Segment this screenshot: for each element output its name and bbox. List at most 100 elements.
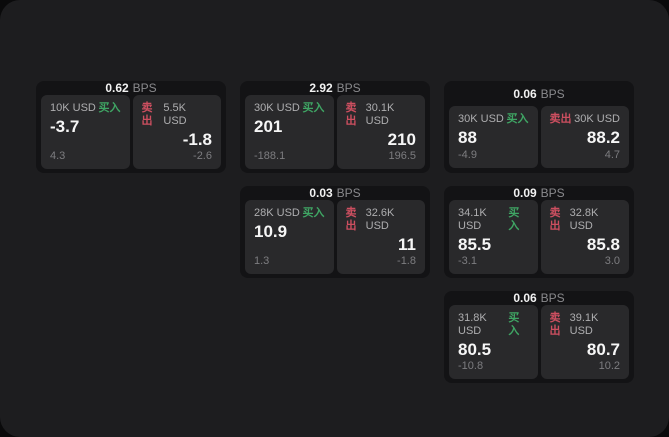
sell-notional-label: 5.5K USD	[163, 102, 187, 127]
sell-price: 80.7	[586, 340, 620, 359]
buy-price: 80.5	[458, 340, 492, 359]
bps-header: 0.62 BPS	[41, 81, 221, 95]
buy-labels-row: 34.1K USD 买入	[458, 207, 529, 233]
buy-labels-row: 10K USD 买入	[50, 102, 121, 115]
sell-notional-label: 39.1K USD	[569, 312, 599, 337]
quote-card: 0.06 BPS 31.8K USD 买入 80.5 -10.8 卖出 39.1…	[444, 291, 634, 383]
sell-labels-row: 卖出 30K USD	[550, 113, 621, 126]
buy-quote-panel[interactable]: 10K USD 买入 -3.7 4.3	[41, 95, 130, 169]
sell-labels-row: 卖出 32.6K USD	[346, 207, 417, 233]
sell-secondary-value: -1.8	[397, 255, 416, 267]
quotes-grid: 0.62 BPS 10K USD 买入 -3.7 4.3 卖出 5.5K USD…	[36, 81, 634, 383]
buy-side-label: 买入	[302, 102, 325, 114]
sell-notional-label: 32.6K USD	[365, 207, 395, 232]
sell-notional-label: 30K USD	[574, 113, 620, 125]
bps-header: 0.03 BPS	[245, 186, 425, 200]
buy-price: 201	[254, 117, 283, 136]
buy-labels-row: 30K USD 买入	[254, 102, 325, 115]
quote-panels: 30K USD 买入 201 -188.1 卖出 30.1K USD 210 1…	[245, 95, 425, 169]
bps-header: 0.09 BPS	[449, 186, 629, 200]
sell-side-label: 卖出	[345, 102, 357, 127]
sell-price: 85.8	[586, 235, 620, 254]
buy-secondary-value: -10.8	[458, 360, 484, 372]
sell-secondary-value: 196.5	[388, 150, 416, 162]
buy-notional-label: 30K USD	[458, 113, 504, 125]
buy-secondary-value: -3.1	[458, 255, 477, 267]
bps-header: 2.92 BPS	[245, 81, 425, 95]
bps-value: 0.62	[105, 81, 129, 95]
bps-header: 0.06 BPS	[449, 291, 629, 305]
sell-labels-row: 卖出 39.1K USD	[550, 312, 621, 338]
buy-quote-panel[interactable]: 30K USD 买入 201 -188.1	[245, 95, 334, 169]
buy-side-label: 买入	[508, 312, 520, 337]
buy-quote-panel[interactable]: 28K USD 买入 10.9 1.3	[245, 200, 334, 274]
buy-notional-label: 28K USD	[254, 207, 300, 219]
buy-quote-panel[interactable]: 31.8K USD 买入 80.5 -10.8	[449, 305, 538, 379]
quote-panels: 10K USD 买入 -3.7 4.3 卖出 5.5K USD -1.8 -2.…	[41, 95, 221, 169]
sell-side-label: 卖出	[549, 312, 561, 337]
sell-quote-panel[interactable]: 卖出 5.5K USD -1.8 -2.6	[132, 95, 221, 169]
sell-price: 11	[398, 235, 416, 254]
bps-unit-label: BPS	[132, 81, 157, 95]
sell-secondary-value: 10.2	[598, 360, 620, 372]
buy-side-label: 买入	[508, 207, 520, 232]
buy-notional-label: 31.8K USD	[458, 312, 487, 337]
buy-price: 10.9	[254, 222, 288, 241]
bps-value: 0.06	[513, 86, 537, 101]
sell-notional-label: 32.8K USD	[569, 207, 599, 232]
buy-labels-row: 31.8K USD 买入	[458, 312, 529, 338]
quote-card: 0.62 BPS 10K USD 买入 -3.7 4.3 卖出 5.5K USD…	[36, 81, 226, 173]
sell-side-label: 卖出	[141, 102, 153, 127]
bps-unit-label: BPS	[336, 186, 361, 200]
sell-price: -1.8	[182, 130, 212, 149]
bps-value: 0.06	[513, 291, 537, 305]
buy-notional-label: 10K USD	[50, 102, 96, 114]
bps-header: 0.06 BPS	[449, 81, 629, 106]
sell-secondary-value: 4.7	[604, 149, 620, 161]
bps-value: 2.92	[309, 81, 333, 95]
bps-unit-label: BPS	[540, 86, 565, 101]
buy-side-label: 买入	[506, 113, 529, 125]
sell-secondary-value: 3.0	[604, 255, 620, 267]
buy-secondary-value: 4.3	[50, 150, 66, 162]
bps-unit-label: BPS	[540, 291, 565, 305]
quote-panels: 34.1K USD 买入 85.5 -3.1 卖出 32.8K USD 85.8…	[449, 200, 629, 274]
sell-quote-panel[interactable]: 卖出 32.6K USD 11 -1.8	[336, 200, 425, 274]
quote-card: 0.03 BPS 28K USD 买入 10.9 1.3 卖出 32.6K US…	[240, 186, 430, 278]
quote-card: 0.09 BPS 34.1K USD 买入 85.5 -3.1 卖出 32.8K…	[444, 186, 634, 278]
sell-notional-label: 30.1K USD	[365, 102, 395, 127]
sell-secondary-value: -2.6	[193, 150, 212, 162]
buy-secondary-value: 1.3	[254, 255, 270, 267]
sell-quote-panel[interactable]: 卖出 30K USD 88.2 4.7	[540, 106, 629, 168]
quote-card: 2.92 BPS 30K USD 买入 201 -188.1 卖出 30.1K …	[240, 81, 430, 173]
buy-secondary-value: -4.9	[458, 149, 477, 161]
sell-labels-row: 卖出 30.1K USD	[346, 102, 417, 128]
buy-labels-row: 28K USD 买入	[254, 207, 325, 220]
sell-quote-panel[interactable]: 卖出 39.1K USD 80.7 10.2	[540, 305, 629, 379]
sell-price: 210	[387, 130, 416, 149]
bps-unit-label: BPS	[540, 186, 565, 200]
sell-labels-row: 卖出 32.8K USD	[550, 207, 621, 233]
buy-notional-label: 30K USD	[254, 102, 300, 114]
buy-quote-panel[interactable]: 30K USD 买入 88 -4.9	[449, 106, 538, 168]
quote-card: 0.06 BPS 30K USD 买入 88 -4.9 卖出 30K USD 8…	[444, 81, 634, 173]
buy-price: -3.7	[50, 117, 80, 136]
sell-quote-panel[interactable]: 卖出 32.8K USD 85.8 3.0	[540, 200, 629, 274]
bps-value: 0.09	[513, 186, 537, 200]
buy-quote-panel[interactable]: 34.1K USD 买入 85.5 -3.1	[449, 200, 538, 274]
quote-panels: 28K USD 买入 10.9 1.3 卖出 32.6K USD 11 -1.8	[245, 200, 425, 274]
buy-labels-row: 30K USD 买入	[458, 113, 529, 126]
sell-labels-row: 卖出 5.5K USD	[142, 102, 213, 128]
quote-panels: 30K USD 买入 88 -4.9 卖出 30K USD 88.2 4.7	[449, 106, 629, 168]
buy-notional-label: 34.1K USD	[458, 207, 487, 232]
bps-unit-label: BPS	[336, 81, 361, 95]
buy-secondary-value: -188.1	[254, 150, 286, 162]
sell-side-label: 卖出	[549, 113, 572, 125]
bps-value: 0.03	[309, 186, 333, 200]
sell-quote-panel[interactable]: 卖出 30.1K USD 210 196.5	[336, 95, 425, 169]
buy-side-label: 买入	[98, 102, 121, 114]
buy-price: 85.5	[458, 235, 492, 254]
sell-price: 88.2	[586, 128, 620, 147]
sell-side-label: 卖出	[345, 207, 357, 232]
